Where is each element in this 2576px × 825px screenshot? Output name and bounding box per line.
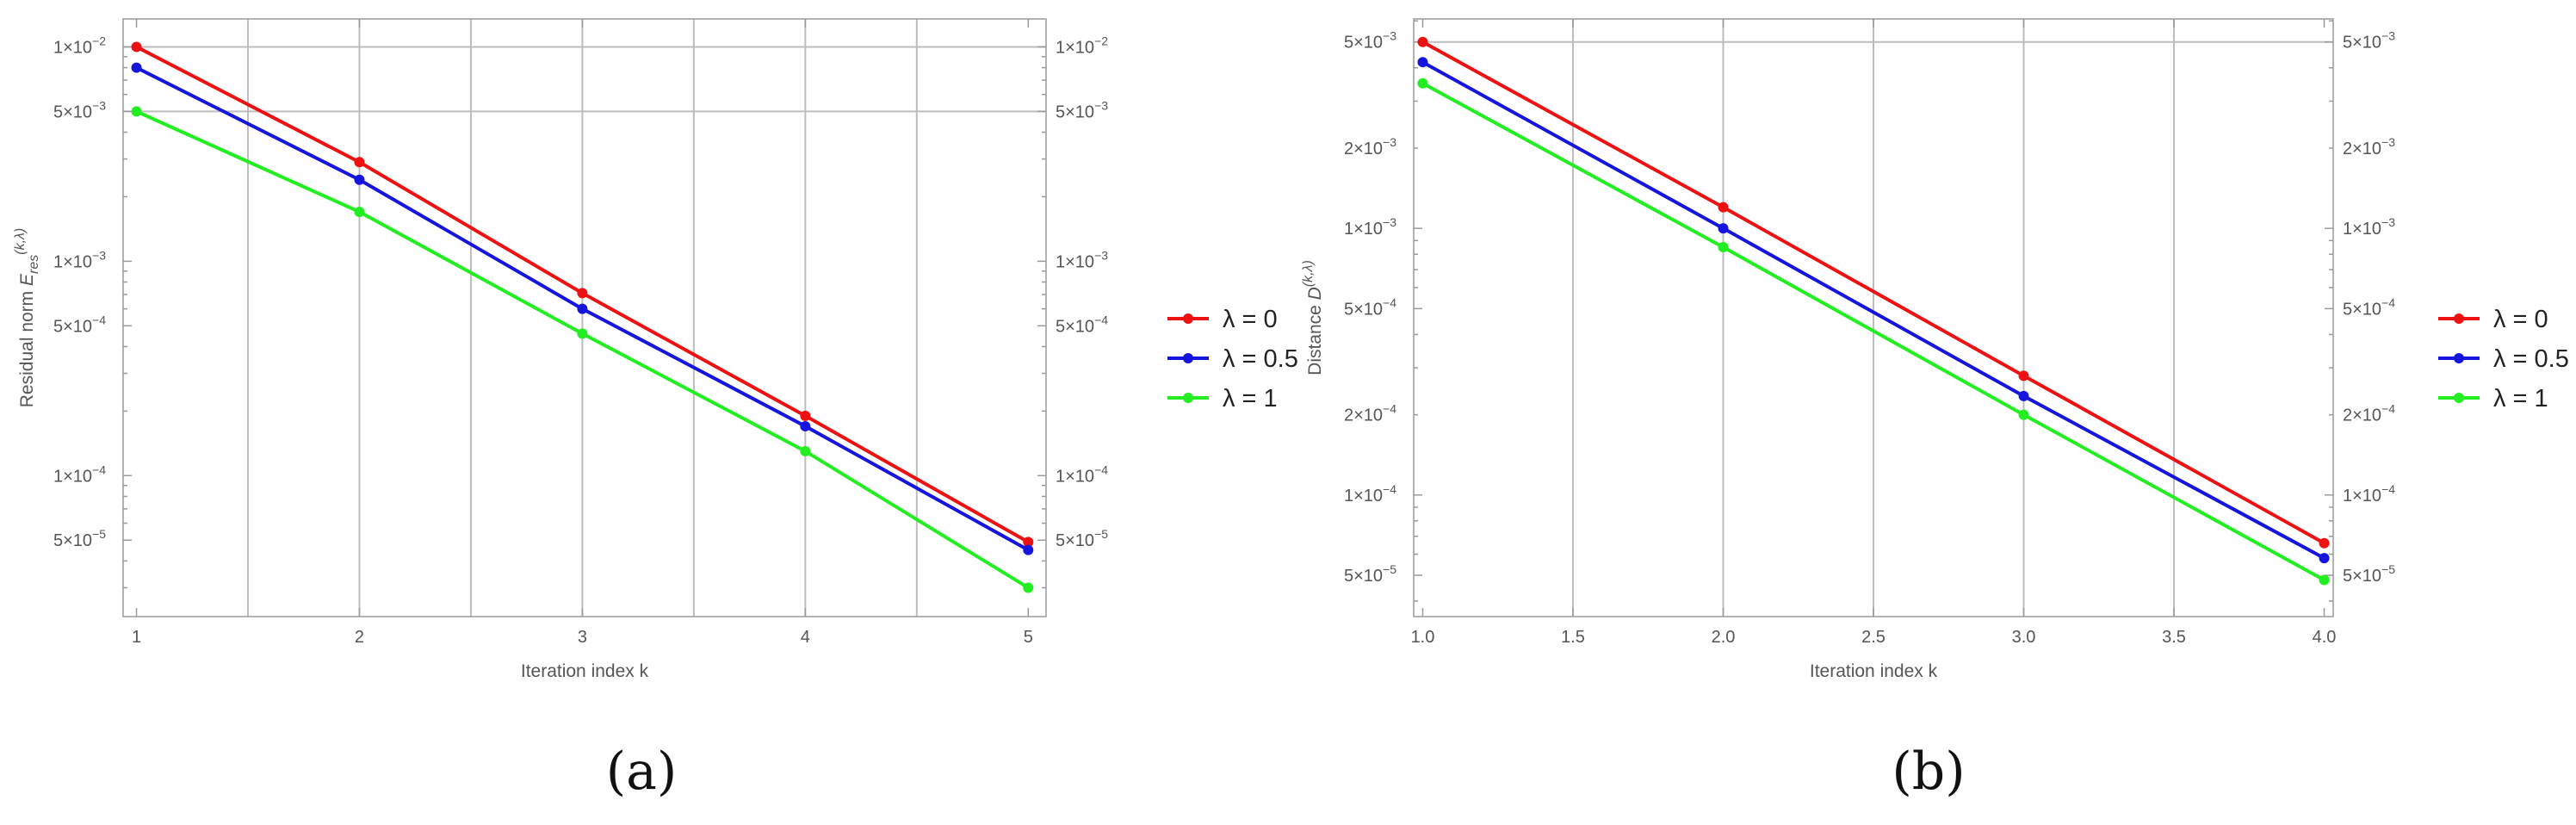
panel-label: (a) xyxy=(606,741,678,802)
data-point xyxy=(2319,574,2330,586)
y-tick-label-right: 2×10−3 xyxy=(2343,135,2395,158)
legend-label: λ = 0 xyxy=(2493,306,2548,333)
plot-frame xyxy=(122,18,1047,617)
data-point xyxy=(2018,390,2029,401)
data-point xyxy=(577,303,588,314)
y-tick-label-left: 5×10−3 xyxy=(53,98,106,121)
x-axis-label: Iteration index k xyxy=(1810,661,1938,681)
x-tick-label: 2 xyxy=(355,628,364,647)
y-tick-label-right: 1×10−4 xyxy=(1056,462,1108,486)
data-point xyxy=(1718,242,1729,253)
y-tick-label-right: 1×10−2 xyxy=(1056,34,1108,57)
y-tick-label-right: 1×10−4 xyxy=(2343,482,2395,506)
y-tick-label-left: 1×10−3 xyxy=(1344,215,1396,239)
y-tick-label-right: 5×10−5 xyxy=(1056,527,1108,550)
y-tick-label-left: 5×10−5 xyxy=(53,527,106,550)
x-tick-label: 1 xyxy=(132,628,141,647)
data-point xyxy=(354,157,365,168)
legend-item: λ = 1 xyxy=(1167,385,1278,412)
x-tick-label: 2.0 xyxy=(1712,628,1736,647)
data-point xyxy=(2018,370,2029,381)
data-point xyxy=(1417,78,1428,89)
data-point xyxy=(1023,582,1034,593)
x-axis-label: Iteration index k xyxy=(521,661,649,681)
legend-item: λ = 0 xyxy=(2438,306,2548,333)
y-tick-label-right: 1×10−3 xyxy=(2343,215,2395,239)
data-point xyxy=(800,420,811,431)
legend-swatch-marker xyxy=(2454,313,2464,324)
y-tick-label-left: 5×10−3 xyxy=(1344,29,1396,53)
series-line xyxy=(1421,81,2325,582)
y-tick-label-left: 1×10−4 xyxy=(1344,482,1396,506)
y-tick-label-right: 5×10−5 xyxy=(2343,562,2395,586)
x-tick-label: 3.0 xyxy=(2012,628,2036,647)
data-point xyxy=(2018,409,2029,420)
legend-label: λ = 0.5 xyxy=(1223,345,1298,373)
y-tick-label-right: 2×10−4 xyxy=(2343,402,2395,425)
data-point xyxy=(577,328,588,339)
y-tick-label-left: 1×10−2 xyxy=(53,34,106,57)
data-point xyxy=(354,207,365,218)
data-point xyxy=(354,174,365,185)
legend-label: λ = 1 xyxy=(2493,385,2548,412)
x-tick-label: 3.5 xyxy=(2162,628,2186,647)
data-point xyxy=(800,445,811,456)
data-point xyxy=(1417,36,1428,47)
y-tick-label-left: 2×10−4 xyxy=(1344,402,1396,425)
data-point xyxy=(1417,57,1428,68)
legend-label: λ = 0 xyxy=(1223,306,1278,333)
x-tick-label: 4.0 xyxy=(2313,628,2337,647)
chart-panel-a: 1 2 3 4 5 5×10−5 5×10−5 1×10−4 1×10−4 5×10−4 5×10−… xyxy=(13,18,1298,802)
y-tick-label-left: 2×10−3 xyxy=(1344,135,1396,158)
y-tick-label-right: 5×10−3 xyxy=(2343,29,2395,53)
data-point xyxy=(131,41,142,53)
legend-item: λ = 0.5 xyxy=(2438,345,2569,373)
x-tick-label: 4 xyxy=(801,628,810,647)
series-line xyxy=(1421,40,2325,545)
y-tick-label-right: 1×10−3 xyxy=(1056,248,1108,271)
legend-swatch-marker xyxy=(2454,393,2464,403)
legend-swatch-marker xyxy=(1183,353,1193,363)
x-tick-label: 3 xyxy=(578,628,587,647)
chart-panel-b: 1.0 1.5 2.0 2.5 3.0 3.5 4.0 5×10−5 5×10−5 1×10−4 1… xyxy=(1301,18,2569,802)
legend-item: λ = 0.5 xyxy=(1167,345,1298,373)
data-point xyxy=(2319,537,2330,549)
y-tick-label-left: 5×10−5 xyxy=(1344,562,1396,586)
data-point xyxy=(800,410,811,421)
y-tick-label-left: 1×10−4 xyxy=(53,462,106,486)
series-line xyxy=(1421,60,2325,560)
legend-swatch-marker xyxy=(1183,313,1193,324)
y-tick-label-left: 1×10−3 xyxy=(53,248,106,271)
legend-label: λ = 1 xyxy=(1223,385,1278,412)
y-tick-label-left: 5×10−4 xyxy=(1344,295,1396,319)
x-tick-label: 2.5 xyxy=(1861,628,1886,647)
y-tick-label-right: 5×10−4 xyxy=(1056,313,1108,336)
x-tick-label: 5 xyxy=(1024,628,1033,647)
data-point xyxy=(1718,202,1729,213)
data-point xyxy=(1023,537,1034,548)
data-point xyxy=(2319,553,2330,564)
data-point xyxy=(1023,544,1034,555)
data-point xyxy=(1718,223,1729,234)
y-tick-label-left: 5×10−4 xyxy=(53,313,106,336)
y-axis-label: Distance D(k,λ) xyxy=(1301,260,1325,375)
data-point xyxy=(131,106,142,117)
panel-label: (b) xyxy=(1892,741,1965,802)
data-point xyxy=(131,62,142,73)
y-tick-label-right: 5×10−3 xyxy=(1056,98,1108,121)
y-axis-label: Residual norm Eres(k,λ) xyxy=(13,228,41,407)
legend-swatch-marker xyxy=(2454,353,2464,363)
legend-item: λ = 0 xyxy=(1167,306,1278,333)
data-point xyxy=(577,288,588,299)
legend-label: λ = 0.5 xyxy=(2493,345,2569,373)
x-tick-label: 1.5 xyxy=(1561,628,1585,647)
legend-swatch-marker xyxy=(1183,393,1193,403)
y-tick-label-right: 5×10−4 xyxy=(2343,295,2395,319)
legend-item: λ = 1 xyxy=(2438,385,2548,412)
x-tick-label: 1.0 xyxy=(1411,628,1435,647)
